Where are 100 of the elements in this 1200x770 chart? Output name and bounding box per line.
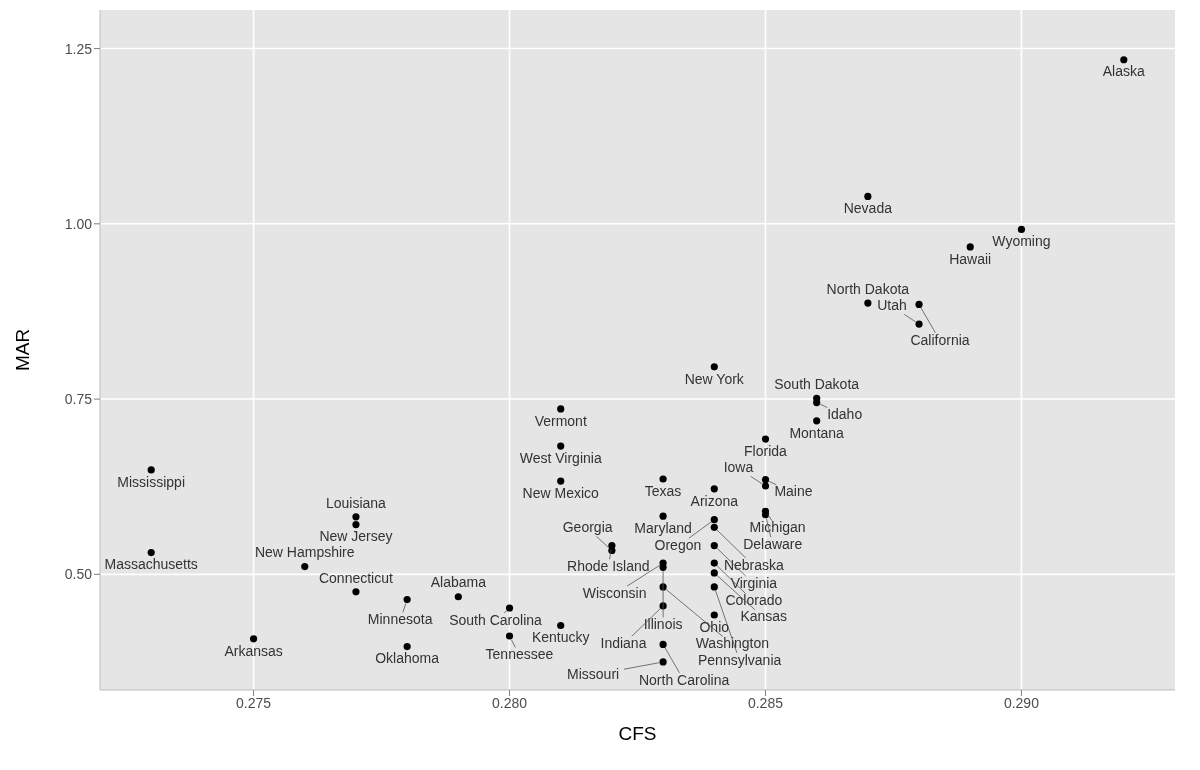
point (557, 621, 565, 630)
annotation: Massachusetts (104, 556, 198, 573)
annotation: North Carolina (638, 671, 730, 688)
point (147, 466, 155, 474)
annotation: Colorado (725, 592, 783, 609)
annotation: South Dakota (774, 376, 860, 393)
annotation: Arkansas (224, 642, 283, 659)
point (352, 588, 360, 596)
point (710, 611, 718, 619)
annotation: Oregon (654, 536, 702, 553)
annotation: Rhode Island (567, 557, 650, 574)
point (659, 475, 667, 483)
point (710, 569, 718, 577)
annotation: Louisiana (325, 494, 387, 511)
point (557, 477, 565, 485)
y-axis-title: MAR (11, 328, 33, 372)
annotation: New Hampshire (254, 544, 355, 561)
annotation: South Carolina (449, 611, 543, 628)
point (403, 595, 411, 604)
annotation: Florida (744, 442, 788, 459)
annotation: Virginia (730, 574, 778, 591)
annotation: Washington (695, 635, 770, 652)
annotation: California (910, 331, 970, 348)
point (710, 363, 718, 371)
point (864, 299, 872, 307)
y-tick-label: 1.25 (64, 40, 93, 57)
point (761, 511, 770, 519)
annotation: Mississippi (117, 473, 186, 490)
annotation: Maine (774, 483, 813, 500)
annotation: Georgia (562, 519, 613, 536)
point (1017, 225, 1026, 234)
annotation: Vermont (534, 412, 587, 429)
annotation: Utah (877, 297, 907, 314)
point (557, 405, 565, 413)
annotation: Hawaii (949, 250, 992, 267)
annotation: New Jersey (319, 528, 393, 545)
point (249, 635, 258, 643)
annotation: Illinois (643, 616, 683, 633)
point (710, 485, 718, 493)
annotation: Texas (644, 482, 682, 499)
annotation: Kansas (740, 608, 788, 625)
x-axis-title: CFS (618, 723, 657, 744)
point (761, 476, 770, 484)
point (813, 417, 821, 425)
point (505, 604, 514, 612)
annotation: Pennsylvania (698, 651, 782, 668)
annotation: New Mexico (522, 484, 600, 501)
point (659, 640, 667, 649)
point (659, 658, 667, 666)
point (710, 523, 718, 531)
point (659, 512, 667, 520)
point (147, 549, 155, 557)
x-tick-label: 0.280 (492, 694, 528, 711)
point (505, 632, 514, 640)
point (352, 513, 360, 521)
y-tick-label: 1.00 (64, 215, 93, 232)
point (710, 559, 718, 567)
annotation: Arizona (690, 492, 739, 509)
x-tick-label: 0.275 (236, 694, 272, 711)
point (864, 192, 872, 201)
annotation: Wyoming (992, 233, 1051, 250)
annotation: Delaware (743, 535, 803, 552)
point (301, 563, 309, 571)
annotation: Minnesota (367, 611, 433, 628)
annotation: Nebraska (723, 556, 785, 573)
annotation: Ohio (699, 618, 730, 635)
annotation: Maryland (634, 519, 692, 536)
point (710, 516, 718, 524)
point (454, 593, 462, 601)
annotation: Nevada (843, 200, 893, 217)
annotation: Alaska (1102, 63, 1146, 80)
point (761, 482, 770, 490)
point (710, 583, 718, 591)
y-tick-label: 0.75 (64, 391, 93, 408)
point (557, 442, 565, 450)
point (710, 541, 718, 550)
annotation: Connecticut (318, 569, 394, 586)
annotation: Kentucky (531, 629, 590, 646)
annotation: Indiana (600, 635, 647, 652)
annotation: Missouri (567, 665, 620, 682)
point (403, 642, 411, 651)
point (966, 243, 974, 251)
annotation: Montana (789, 424, 845, 441)
annotation: New York (684, 370, 745, 387)
point (1120, 56, 1128, 64)
annotation: Idaho (827, 406, 863, 423)
point (352, 520, 360, 529)
annotation: Tennessee (485, 646, 554, 663)
point (761, 435, 770, 443)
point (915, 300, 923, 309)
annotation: West Virginia (519, 449, 602, 466)
annotation: Alabama (430, 574, 487, 591)
annotation: North Dakota (826, 280, 910, 297)
annotation: Michigan (749, 519, 806, 536)
x-tick-label: 0.285 (747, 694, 784, 711)
y-tick-label: 0.50 (64, 566, 93, 583)
x-tick-label: 0.290 (1003, 694, 1040, 711)
point (915, 320, 923, 328)
annotation: Oklahoma (375, 650, 440, 667)
annotation: Iowa (723, 459, 754, 476)
